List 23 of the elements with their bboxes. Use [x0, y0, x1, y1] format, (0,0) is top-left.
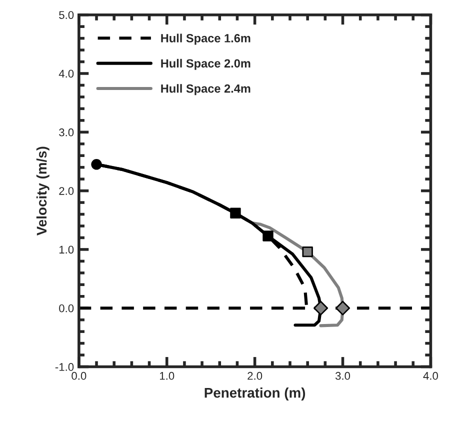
x-tick-label: 0.0	[72, 372, 86, 380]
legend-label: Hull Space 2.0m	[161, 58, 250, 70]
y-tick-label: 3.0	[59, 128, 74, 136]
x-tick-label: 3.0	[335, 372, 350, 380]
x-tick-label: 1.0	[160, 372, 174, 380]
y-tick-label: 2.0	[59, 187, 74, 195]
point	[335, 300, 350, 316]
y-tick-label: 1.0	[59, 246, 74, 254]
x-tick-label: 2.0	[248, 372, 262, 380]
point	[91, 159, 102, 170]
y-tick-label: 4.0	[58, 70, 74, 78]
legend-label: Hull Space 2.4m	[161, 84, 250, 96]
legend-label: Hull Space 1.6m	[161, 34, 250, 45]
point	[313, 300, 328, 316]
y-tick-label: 0.0	[59, 304, 74, 312]
x-axis-title: Penetration (m)	[204, 388, 306, 400]
point	[262, 230, 274, 242]
point	[230, 208, 241, 218]
point	[302, 246, 313, 258]
y-tick-label: -1.0	[55, 363, 74, 371]
y-tick-label: 5.0	[59, 11, 74, 19]
y-axis-title: Velocity (m/s)	[36, 146, 50, 236]
x-tick-label: 4.0	[423, 372, 438, 380]
